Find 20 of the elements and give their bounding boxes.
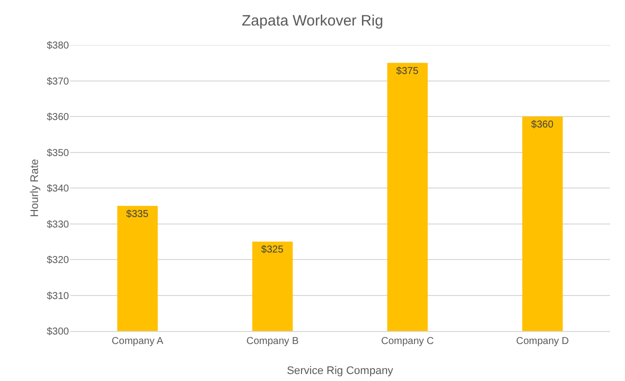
y-axis-title: Hourly Rate bbox=[29, 158, 41, 218]
y-tick-label: $340 bbox=[46, 184, 70, 194]
x-tick-label: Company C bbox=[381, 336, 434, 347]
y-tick-label: $330 bbox=[46, 219, 70, 230]
x-tick-label: Company A bbox=[112, 336, 164, 347]
y-tick-label: $370 bbox=[46, 76, 70, 88]
data-label: $325 bbox=[261, 244, 284, 256]
data-label: $360 bbox=[531, 120, 554, 130]
x-tick-label: Company D bbox=[516, 336, 569, 347]
data-label: $375 bbox=[396, 66, 419, 77]
y-tick-label: $350 bbox=[46, 148, 70, 159]
y-tick-label: $300 bbox=[46, 326, 70, 338]
x-axis-title: Service Rig Company bbox=[286, 365, 394, 377]
data-label: $335 bbox=[126, 208, 149, 220]
y-tick-label: $360 bbox=[46, 112, 70, 123]
y-tick-label: $310 bbox=[46, 290, 70, 302]
y-tick-label: $380 bbox=[46, 40, 70, 52]
y-tick-label: $320 bbox=[46, 255, 70, 266]
chart-title: Zapata Workover Rig bbox=[242, 12, 384, 30]
x-tick-label: Company B bbox=[246, 336, 299, 347]
